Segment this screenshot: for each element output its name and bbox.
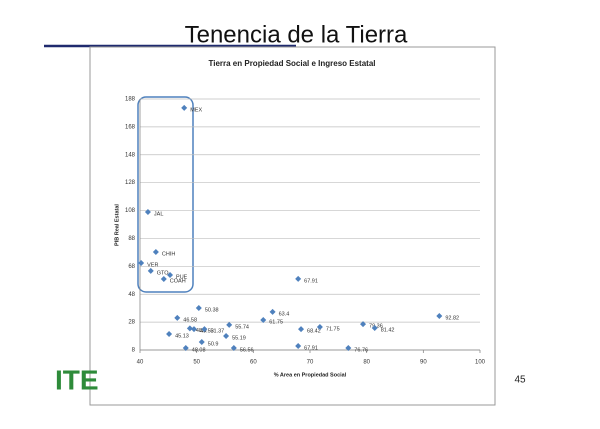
y-tick-label: 188: [125, 97, 136, 103]
point-label: MEX: [190, 107, 202, 113]
point-label: 48.08: [192, 348, 206, 354]
point: [295, 342, 302, 349]
point: [295, 275, 302, 282]
x-axis-label: % Area en Propiedad Social: [274, 372, 347, 378]
point: [144, 208, 151, 215]
point: [198, 339, 205, 346]
x-tick-label: 80: [363, 360, 370, 366]
point: [186, 325, 193, 332]
point: [182, 345, 189, 352]
point-label: 68.42: [307, 329, 321, 335]
point-label: 92.82: [445, 315, 459, 321]
plot: 8 28 48 68 88 108 128 148 168 188 40 50 60 70 80 90 100 M…: [125, 97, 486, 366]
slide-title: Tenencia de la Tierra: [185, 21, 408, 48]
logo: ITE: [55, 364, 99, 395]
y-axis-label: PIB Real Estatal: [114, 204, 120, 246]
y-tick-label: 28: [128, 320, 135, 326]
page-number: 45: [514, 375, 526, 386]
point: [230, 345, 237, 352]
point: [174, 314, 181, 321]
y-tick-label: 88: [128, 236, 135, 242]
point-label: 71.75: [326, 326, 340, 332]
point-label: 81.42: [381, 327, 395, 333]
point: [152, 248, 159, 255]
point-label: 49.53: [200, 329, 214, 335]
x-tick-label: 60: [250, 360, 257, 366]
point: [226, 321, 233, 328]
point-label: 55.74: [235, 324, 249, 330]
point: [269, 308, 276, 315]
point: [201, 326, 208, 333]
point-label: PUE: [176, 274, 188, 280]
x-tick-label: 70: [307, 360, 314, 366]
point: [181, 104, 188, 111]
point-label: VER: [147, 262, 158, 268]
point-label: 67.91: [304, 278, 318, 284]
point: [167, 271, 174, 278]
point: [191, 326, 198, 333]
point-label: 61.75: [269, 319, 283, 325]
x-tick-label: 40: [137, 360, 144, 366]
point-label: 55.19: [232, 336, 246, 342]
point-label: 50.9: [208, 342, 219, 348]
y-tick-label: 168: [125, 124, 136, 130]
point-label: 45.13: [175, 333, 189, 339]
y-tick-label: 8: [132, 348, 136, 354]
point: [436, 312, 443, 319]
chart-title: Tierra en Propiedad Social e Ingreso Est…: [208, 59, 375, 68]
point-label: 76.76: [354, 348, 368, 354]
point: [160, 276, 167, 283]
point-label: 46.58: [183, 317, 197, 323]
point: [298, 326, 305, 333]
point: [345, 345, 352, 352]
point: [360, 321, 367, 328]
point: [195, 305, 202, 312]
point-label: JAL: [154, 211, 163, 217]
x-tick-label: 100: [475, 360, 486, 366]
point: [147, 267, 154, 274]
point: [371, 324, 378, 331]
point-label: GTO: [157, 270, 170, 276]
highlight-box: [137, 96, 194, 293]
x-tick-label: 90: [420, 360, 427, 366]
point: [166, 330, 173, 337]
point-label: 63.4: [279, 311, 290, 317]
y-tick-label: 68: [128, 264, 135, 270]
point: [316, 323, 323, 330]
chart-frame: [89, 46, 496, 406]
y-tick-label: 108: [125, 208, 136, 214]
point-label: 67.91: [304, 345, 318, 351]
point-label: 51.37: [210, 329, 224, 335]
point: [223, 333, 230, 340]
x-tick-label: 50: [193, 360, 200, 366]
point-label: 48.8: [196, 328, 207, 334]
point: [260, 317, 267, 324]
y-tick-label: 128: [125, 180, 136, 186]
y-tick-label: 48: [128, 292, 135, 298]
y-tick-label: 148: [125, 152, 136, 158]
point-label: COAH: [170, 278, 186, 284]
point-label: 56.56: [240, 348, 254, 354]
point-label: CHIH: [162, 251, 175, 257]
point: [138, 259, 145, 266]
point-label: 50.38: [205, 307, 219, 313]
